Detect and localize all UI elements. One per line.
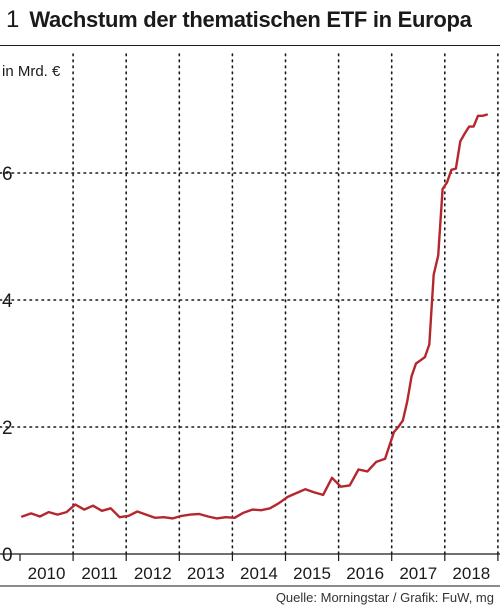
data-point — [357, 468, 360, 471]
x-tick-label: 2012 — [134, 564, 172, 583]
data-point — [74, 503, 77, 506]
data-point — [393, 431, 395, 433]
data-point — [47, 511, 50, 513]
data-point — [410, 375, 413, 378]
x-tick-label: 2010 — [28, 564, 66, 583]
source-note: Quelle: Morningstar / Grafik: FuW, mg — [275, 590, 494, 605]
data-point — [224, 516, 227, 519]
chart-title-text: Wachstum der thematischen ETF in Europa — [29, 7, 472, 32]
x-tick-label: 2015 — [293, 564, 331, 583]
data-point — [136, 510, 139, 513]
data-point — [162, 516, 165, 519]
data-point — [65, 511, 68, 513]
data-point — [459, 140, 462, 143]
x-tick-label: 2014 — [240, 564, 278, 583]
data-point — [109, 507, 112, 510]
data-point — [56, 513, 59, 516]
data-point — [419, 359, 422, 362]
data-point — [477, 114, 479, 117]
data-point — [406, 400, 409, 403]
data-point — [401, 419, 404, 422]
data-point — [154, 516, 156, 519]
data-point — [432, 273, 435, 276]
data-point — [428, 343, 431, 346]
data-point — [260, 509, 263, 512]
data-point — [207, 515, 210, 518]
data-point — [101, 509, 103, 512]
chart-title: 1 Wachstum der thematischen ETF in Europa — [6, 6, 472, 37]
title-rule — [0, 45, 500, 46]
data-point — [278, 502, 280, 505]
data-point — [198, 513, 201, 515]
data-point — [415, 362, 417, 365]
data-point — [30, 512, 32, 515]
data-point — [331, 476, 333, 479]
data-point — [455, 167, 457, 170]
data-point — [366, 470, 369, 473]
data-point — [322, 494, 324, 496]
data-point — [397, 426, 400, 428]
axes: in Mrd. € 0 2 4 6 2010 2011 2012 2013 2014 2015 20… — [0, 63, 500, 587]
x-tick-label: 2011 — [81, 564, 118, 583]
data-point — [441, 188, 444, 190]
y-tick-label: 0 — [2, 545, 13, 566]
figure-number: 1 — [6, 6, 20, 33]
grid — [0, 53, 500, 555]
data-point — [127, 515, 130, 517]
data-point — [295, 492, 298, 494]
data-point — [118, 516, 121, 519]
data-point — [242, 511, 245, 514]
y-tick-label: 6 — [2, 164, 13, 185]
data-point — [286, 496, 289, 498]
data-point — [463, 132, 466, 135]
series — [21, 113, 488, 520]
data-point — [180, 515, 183, 517]
data-point — [39, 515, 41, 518]
data-point — [251, 508, 254, 511]
data-point — [304, 488, 307, 491]
data-point — [384, 457, 386, 460]
data-point — [216, 517, 218, 520]
data-point — [437, 254, 440, 257]
data-point — [450, 168, 453, 171]
data-point — [145, 513, 148, 516]
data-point — [424, 356, 426, 358]
data-point — [92, 504, 94, 507]
data-point — [83, 508, 86, 511]
data-point — [189, 513, 192, 516]
x-tick-label: 2018 — [452, 564, 490, 583]
data-point — [269, 507, 271, 510]
data-point — [171, 517, 174, 520]
data-point — [481, 114, 484, 117]
data-point — [339, 485, 342, 488]
data-point — [472, 125, 475, 128]
data-point — [375, 461, 378, 463]
data-point — [485, 113, 488, 116]
x-tick-label: 2017 — [399, 564, 437, 583]
x-tick-label: 2013 — [187, 564, 225, 583]
data-point — [21, 515, 24, 518]
y-tick-label: 4 — [2, 291, 13, 312]
y-axis-label: in Mrd. € — [2, 63, 61, 80]
data-point — [348, 484, 351, 487]
series-line — [21, 113, 488, 520]
data-point — [233, 516, 236, 519]
data-point — [468, 125, 470, 128]
data-point — [446, 181, 448, 184]
y-tick-label: 2 — [2, 418, 13, 439]
x-tick-label: 2016 — [346, 564, 384, 583]
data-point — [313, 491, 316, 494]
